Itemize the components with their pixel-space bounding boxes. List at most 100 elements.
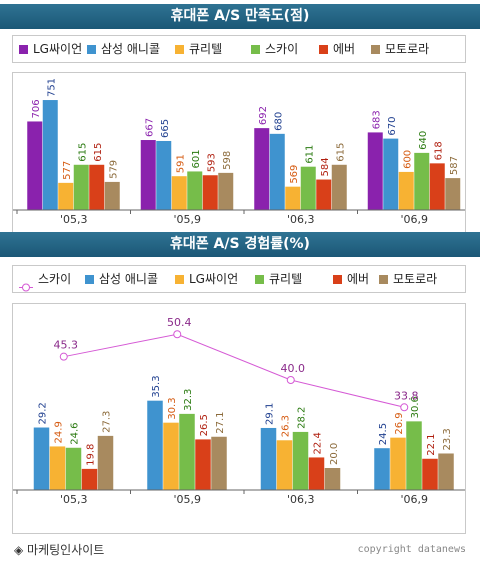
bar-value-label: 615 <box>336 143 347 162</box>
bar-value-label: 667 <box>145 118 156 137</box>
bar <box>33 427 50 490</box>
bar <box>97 435 114 490</box>
bar-value-label: 692 <box>258 106 269 125</box>
legend-line-marker-icon <box>19 275 33 292</box>
bar-value-label: 26.3 <box>281 415 292 437</box>
copyright-label: copyright datanews <box>357 544 466 555</box>
bar-value-label: 598 <box>222 151 233 170</box>
bar-value-label: 569 <box>289 165 300 184</box>
legend-swatch-icon <box>19 45 28 54</box>
bar <box>171 176 187 210</box>
bar <box>300 166 316 210</box>
bar-value-label: 29.2 <box>38 402 49 424</box>
bar <box>445 178 461 210</box>
bar-value-label: 611 <box>305 145 316 164</box>
line-value-label: 50.4 <box>167 316 192 329</box>
chart1-legend-label: 에버 <box>333 42 356 56</box>
bar <box>140 140 156 210</box>
bar-value-label: 29.1 <box>265 403 276 425</box>
legend-swatch-icon <box>255 275 264 284</box>
x-tick-label: '05,3 <box>60 213 88 226</box>
bar <box>422 458 438 490</box>
bar <box>390 437 406 490</box>
bar <box>276 440 293 490</box>
bar-value-label: 26.9 <box>394 412 405 434</box>
bar-value-label: 706 <box>31 99 42 118</box>
chart1-legend-item: LG싸이언 <box>19 36 82 62</box>
bar <box>211 436 227 490</box>
chart2-legend-item: 삼성 애니콜 <box>85 266 158 292</box>
chart1-legend-item: 모토로라 <box>371 36 429 62</box>
bar-value-label: 593 <box>207 153 218 172</box>
legend-swatch-icon <box>379 275 388 284</box>
legend-swatch-icon <box>319 45 328 54</box>
chart1-legend-item: 삼성 애니콜 <box>87 36 160 62</box>
legend-swatch-icon <box>87 45 96 54</box>
bar <box>195 439 211 490</box>
chart1-legend: LG싸이언 삼성 애니콜 큐리텔 스카이 에버 모토로라 <box>12 35 466 63</box>
bar-value-label: 19.8 <box>86 444 97 466</box>
bar <box>331 164 347 210</box>
line-point <box>59 352 68 361</box>
chart2-legend-label: 모토로라 <box>393 272 438 286</box>
bar-value-label: 22.1 <box>426 433 437 455</box>
bar-value-label: 670 <box>387 117 398 136</box>
bar <box>49 446 66 490</box>
bar-value-label: 30.3 <box>167 397 178 419</box>
bar-value-label: 680 <box>274 112 285 131</box>
bar-value-label: 22.4 <box>313 432 324 454</box>
bar-value-label: 24.6 <box>70 422 81 444</box>
chart2-legend-item: LG싸이언 <box>175 266 238 292</box>
bar <box>42 100 58 210</box>
bar-value-label: 20.0 <box>329 443 340 465</box>
bar-value-label: 24.5 <box>378 423 389 445</box>
bar-value-label: 24.9 <box>54 421 65 443</box>
bar-value-label: 579 <box>109 160 120 179</box>
bar-value-label: 28.2 <box>297 407 308 429</box>
legend-swatch-icon <box>175 45 184 54</box>
chart2-legend-label: 큐리텔 <box>269 272 303 286</box>
bar <box>156 140 172 210</box>
x-tick-label: '05,3 <box>60 493 88 506</box>
bar <box>367 132 383 210</box>
bar <box>285 186 301 210</box>
bar <box>254 128 270 210</box>
chart1-legend-label: 모토로라 <box>385 42 430 56</box>
line-point <box>286 376 295 384</box>
bar <box>292 431 309 490</box>
bar <box>308 457 325 490</box>
bar <box>27 121 43 210</box>
bar <box>179 413 195 490</box>
chart2-title: 휴대폰 A/S 경험률(%) <box>0 232 480 257</box>
bar <box>269 133 285 210</box>
bar <box>438 453 454 490</box>
chart2-legend-item: 모토로라 <box>379 266 437 292</box>
chart2-svg: 29.2 24.9 24.6 19.8 27.3 35.3 30.3 32.3 26.5 27.1… <box>11 316 475 506</box>
line-value-label: 33.8 <box>394 389 419 402</box>
line-point <box>400 403 409 412</box>
bar-value-label: 584 <box>320 157 331 176</box>
bar-value-label: 587 <box>449 156 460 175</box>
chart2-legend-label: 에버 <box>347 272 370 286</box>
bar-value-label: 591 <box>176 154 187 173</box>
chart1-plot: 706 751 577 615 615 579 667 665 591 601 593 598 692 6… <box>11 72 475 240</box>
bar <box>147 400 163 490</box>
bar <box>374 448 390 490</box>
x-tick-label: '05,9 <box>173 493 201 506</box>
bar-value-label: 32.3 <box>183 389 194 411</box>
x-tick-label: '06,3 <box>287 213 315 226</box>
bar-value-label: 35.3 <box>151 375 162 397</box>
legend-swatch-icon <box>175 275 184 284</box>
bar <box>163 422 179 490</box>
bar <box>58 182 74 210</box>
legend-swatch-icon <box>251 45 260 54</box>
bar <box>260 427 277 490</box>
line-point <box>173 330 182 339</box>
bar-value-label: 23.3 <box>442 428 453 450</box>
chart1-svg: 706 751 577 615 615 579 667 665 591 601 593 598 692 6… <box>11 78 475 226</box>
chart1-legend-label: LG싸이언 <box>33 42 83 56</box>
chart1-legend-item: 스카이 <box>251 36 298 62</box>
chart2-plot: 29.2 24.9 24.6 19.8 27.3 35.3 30.3 32.3 26.5 27.1… <box>11 303 475 534</box>
chart1-legend-label: 삼성 애니콜 <box>101 42 161 56</box>
chart2-legend-label: 스카이 <box>38 272 72 286</box>
